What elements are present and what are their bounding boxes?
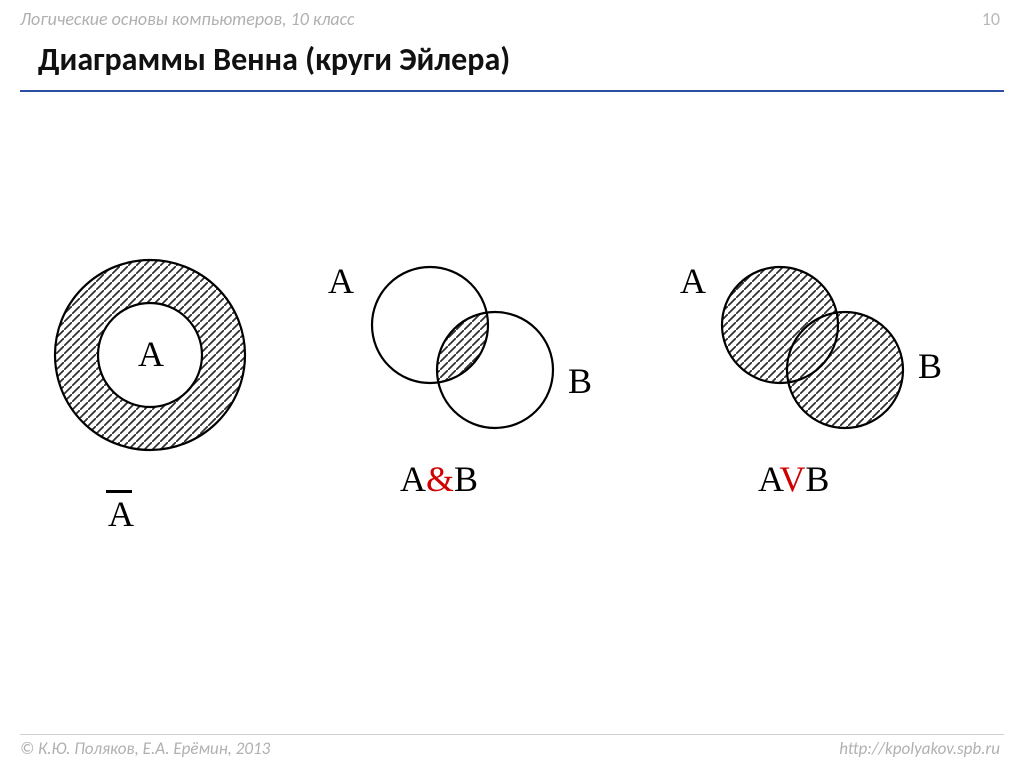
slide-title: Диаграммы Венна (круги Эйлера) (38, 40, 510, 79)
footer-url: http://kpolyakov.spb.ru (839, 738, 1000, 759)
and-expr-b: B (454, 459, 478, 499)
slide: Логические основы компьютеров, 10 класс … (0, 0, 1024, 767)
venn-svg (0, 250, 1024, 610)
or-expr-b: B (805, 459, 829, 499)
footer-rule (20, 734, 1004, 735)
venn-and (372, 267, 553, 428)
diagram-area: A A A B A&B A B AVB (0, 250, 1024, 610)
and-label-a: A (328, 260, 354, 302)
or-expr-op: V (779, 459, 805, 499)
and-label-b: B (568, 360, 592, 402)
footer-copyright: © К.Ю. Поляков, Е.А. Ерёмин, 2013 (20, 738, 270, 759)
or-label-b: B (918, 345, 942, 387)
not-label-a-inner: A (138, 333, 164, 375)
page-number: 10 (982, 8, 1000, 30)
or-expr: AVB (758, 458, 829, 500)
or-expr-a: A (758, 459, 779, 499)
venn-or (722, 267, 903, 428)
title-rule (20, 90, 1004, 92)
or-label-a: A (680, 260, 706, 302)
and-expr: A&B (400, 458, 478, 500)
not-expr-a: A (108, 493, 134, 535)
and-expr-op: & (426, 459, 454, 499)
and-expr-a: A (400, 459, 426, 499)
header-subject: Логические основы компьютеров, 10 класс (20, 8, 355, 30)
